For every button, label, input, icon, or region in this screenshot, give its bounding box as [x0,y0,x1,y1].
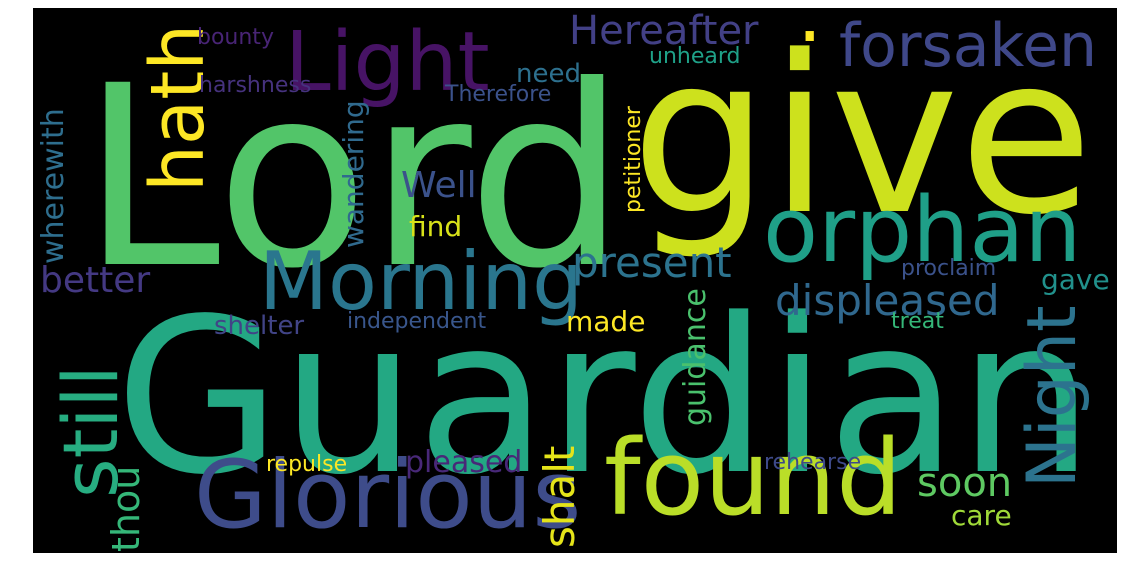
word-displeased: displeased [775,276,1000,325]
word-guardian: Guardian [115,273,1094,522]
word-give: give [631,10,1094,263]
word-repulse: repulse [266,452,348,477]
word-shalt: shalt [535,445,584,548]
word-unheard: unheard [649,44,741,69]
word-well: Well [401,165,477,206]
word-glorious: Glorious [194,441,582,550]
word-night: Night [1013,305,1092,488]
word-present: present [572,238,732,287]
word-hereafter: Hereafter [569,8,759,54]
word-found: found [604,417,903,539]
word-proclaim: proclaim [901,256,997,281]
word-wandering: wandering [337,100,370,248]
word-dot: . [797,8,823,60]
word-thou: thou [104,465,148,552]
word-rehearse: rehearse [764,450,862,475]
word-forsaken: forsaken [839,11,1098,81]
word-cloud: Lord Guardian give found Glorious orphan… [33,8,1117,553]
word-care: care [951,499,1012,532]
word-petitioner: petitioner [621,106,646,213]
word-harshness: harshness [199,73,312,98]
word-made: made [566,305,646,338]
word-pleased: pleased [405,445,523,480]
word-soon: soon [917,460,1013,506]
word-gave: gave [1041,263,1110,296]
word-bounty: bounty [197,25,274,50]
word-need: need [516,59,581,89]
word-therefore: Therefore [445,82,552,107]
word-guidance: guidance [678,288,713,426]
word-shelter: shelter [214,311,305,341]
word-wherewith: wherewith [36,108,71,264]
word-find: find [409,210,463,243]
word-lord: Lord [81,32,626,323]
word-orphan: orphan [763,178,1082,283]
word-independent: independent [347,309,487,334]
word-treat: treat [891,309,944,334]
word-light: Light [285,15,490,110]
word-morning: Morning [259,235,583,328]
word-better: better [40,260,151,301]
